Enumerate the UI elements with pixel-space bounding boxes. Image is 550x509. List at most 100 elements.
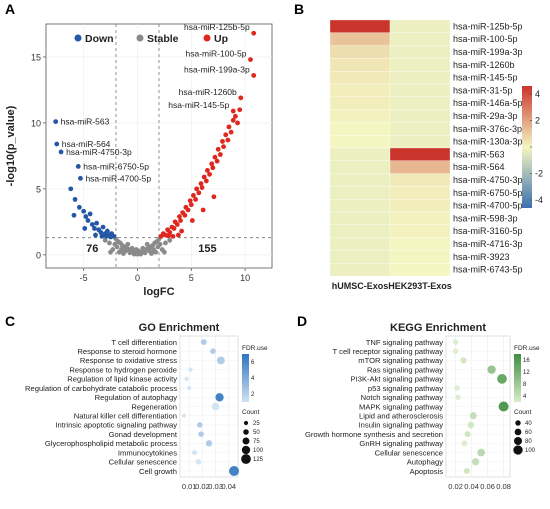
go-enrichment-plot: GO Enrichment 0.010.020.030.04 T cell diff… [25,322,268,491]
term-label: Regulation of autophagy [95,393,178,402]
heatmap-cell [329,109,391,123]
legend-label: Stable [147,33,179,45]
enrichment-dot [216,356,225,365]
down-point [72,197,78,202]
up-point [209,161,215,167]
down-point [71,212,77,218]
stable-point [149,251,154,256]
up-point [220,138,225,144]
count-legend-label: 50 [253,430,260,436]
down-point [103,233,109,239]
enrichment-dot [454,385,460,391]
up-point [198,181,204,186]
term-label: Natural killer cell differentiation [74,412,177,421]
up-point [228,129,234,135]
down-point [81,208,87,214]
term-label: Regulation of lipid kinase activity [67,375,177,384]
heatmap-cell [389,45,451,59]
heatmap-cell [329,173,391,187]
panel-label-b: B [294,1,305,17]
enrichment-dot [498,401,509,412]
heatmap-cell [389,19,451,33]
heatmap-cell [389,237,451,251]
x-tick-label: 0.04 [464,482,479,491]
heatmap-row-label: hsa-miR-29a-3p [453,111,518,121]
up-count: 155 [198,243,216,255]
labeled-point [53,119,59,124]
heatmap-cell [329,237,391,251]
down-point [108,234,113,240]
term-label: Notch signaling pathway [361,393,444,402]
heatmap-cell [329,32,391,46]
enrichment-dot [464,431,471,438]
count-legend-dot [241,445,251,455]
count-legend-label: 100 [253,448,264,454]
up-point [211,194,217,200]
term-label: PI3K-Akt signaling pathway [351,375,444,384]
up-point [174,222,180,227]
stable-point [102,237,108,243]
heatmap-cell [389,71,451,85]
up-point [166,233,172,239]
heatmap-cell [329,45,391,59]
term-label: Cellular senescence [375,448,443,457]
count-legend-label: 80 [525,439,532,445]
heatmap-row-label: hsa-miR-376c-3p [453,124,522,134]
labeled-point [251,30,257,36]
enrichment-dot [200,339,207,345]
term-label: Immunocytokines [118,448,177,457]
point-label: hsa-miR-564 [62,139,111,149]
legend-label: Down [85,33,114,45]
down-point [100,224,106,230]
heatmap-row-label: hsa-miR-564 [453,162,505,172]
down-point [85,218,91,223]
x-tick-label: 0.03 [208,482,223,491]
fdr-tick-label: 8 [523,382,527,388]
heatmap-cell [329,211,391,225]
stable-point [153,249,159,255]
enrichment-dot [452,348,459,354]
heatmap-cell [389,160,451,174]
up-point [205,168,210,173]
up-point [171,226,177,231]
term-label: Regeneration [131,402,177,411]
up-point [185,207,191,213]
fdr-tick-label: 6 [251,360,255,366]
term-label: Autophagy [407,458,444,467]
labeled-point [58,149,64,155]
point-label: hsa-miR-6750-5p [83,161,149,171]
enrichment-dot [469,412,477,420]
heatmap-cell [389,186,451,200]
down-point [93,232,98,238]
x-tick-label: 0 [135,273,140,283]
labeled-point [75,164,81,169]
color-scale-label: -2 [535,169,543,179]
heatmap-cell [329,160,391,174]
fdr-tick-label: 4 [523,394,527,400]
down-point [94,220,99,226]
x-tick-label: 0.01 [182,482,197,491]
legend-swatch [136,34,144,42]
x-tick-label: 10 [240,273,250,283]
heatmap-cell [329,147,391,161]
legend-swatch [203,34,211,42]
enrichment-dot [477,448,486,457]
heatmap-cell [389,147,451,161]
term-label: Glycerophospholipid metabolic process [45,439,177,448]
heatmap-column-label: hUMSC-Exos [332,281,389,291]
down-point [76,204,82,210]
heatmap-cell [389,32,451,46]
fdr-color-bar [242,354,249,402]
up-point [226,124,232,130]
enrichment-title: GO Enrichment [139,322,220,334]
fdr-legend-title: FDR.use [242,345,268,352]
enrichment-title: KEGG Enrichment [390,322,486,334]
x-tick-label: 5 [189,273,194,283]
heatmap-cell [329,199,391,213]
heatmap-row-label: hsa-miR-1260b [453,60,515,70]
heatmap-row-label: hsa-miR-3160-5p [453,226,523,236]
up-point [193,197,198,202]
enrichment-dot [191,450,198,456]
panel-label-a: A [5,1,16,17]
x-tick-label: 0.04 [221,482,236,491]
